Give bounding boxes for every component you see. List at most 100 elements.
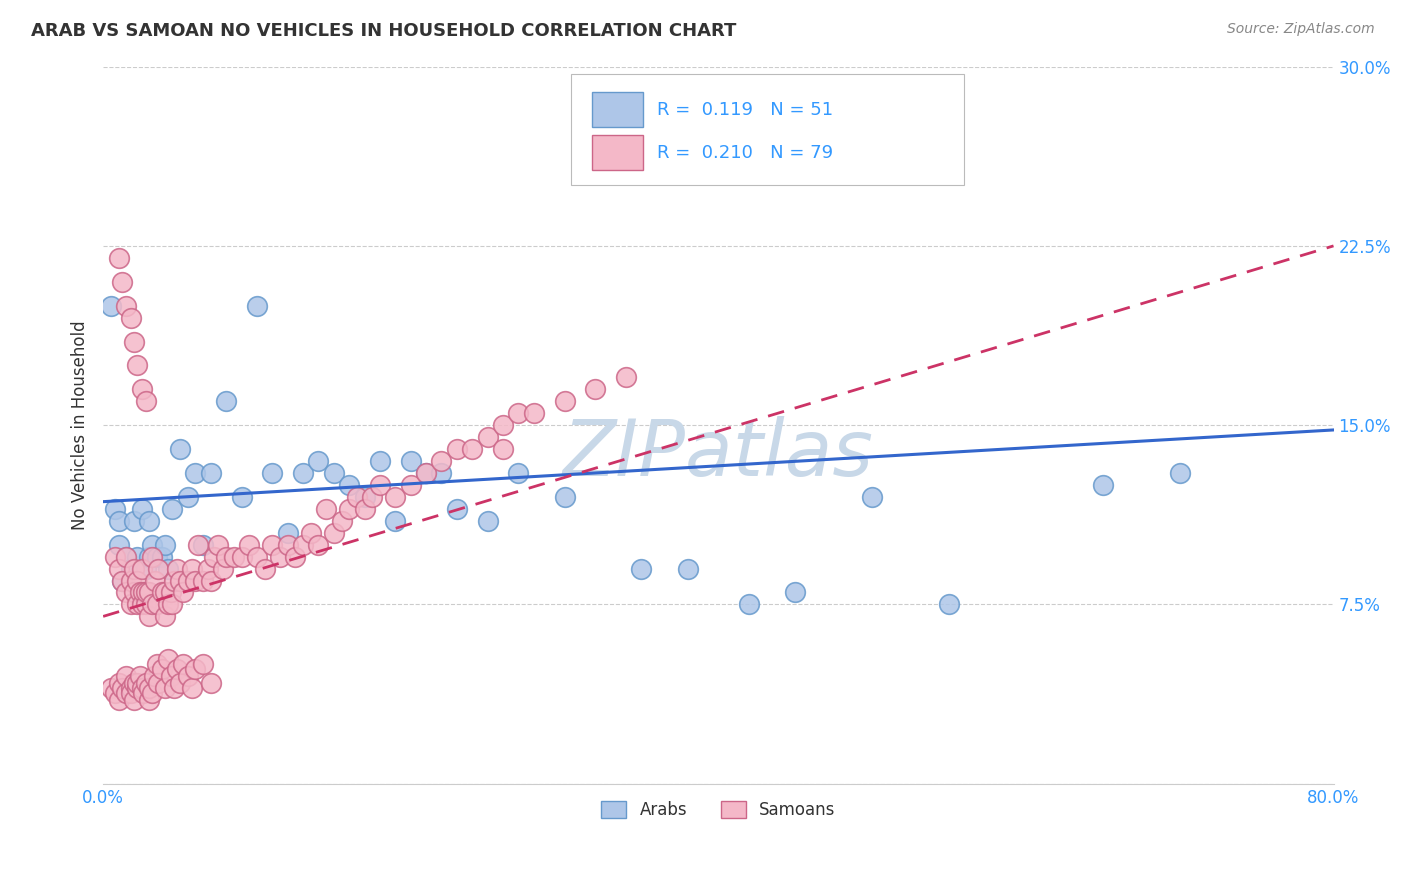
Point bbox=[200, 574, 222, 588]
Point bbox=[1168, 466, 1191, 480]
Point bbox=[110, 275, 132, 289]
Point bbox=[120, 574, 142, 588]
Point bbox=[284, 549, 307, 564]
Point bbox=[131, 501, 153, 516]
Bar bbox=[592, 93, 644, 127]
Point bbox=[938, 598, 960, 612]
Point bbox=[492, 418, 515, 433]
Point bbox=[337, 501, 360, 516]
Point bbox=[322, 466, 344, 480]
Point bbox=[110, 574, 132, 588]
Point bbox=[307, 538, 329, 552]
Point bbox=[184, 466, 207, 480]
Point bbox=[120, 686, 142, 700]
Point bbox=[860, 490, 883, 504]
Point bbox=[346, 490, 368, 504]
Point bbox=[100, 681, 122, 695]
Point bbox=[159, 585, 181, 599]
Point bbox=[156, 652, 179, 666]
Point bbox=[115, 686, 138, 700]
Point bbox=[277, 538, 299, 552]
Point bbox=[177, 574, 200, 588]
Point bbox=[169, 676, 191, 690]
Point bbox=[122, 561, 145, 575]
Point bbox=[150, 549, 173, 564]
Point bbox=[141, 538, 163, 552]
Point bbox=[202, 549, 225, 564]
Point bbox=[120, 598, 142, 612]
Point bbox=[131, 561, 153, 575]
Point bbox=[446, 501, 468, 516]
Point bbox=[299, 525, 322, 540]
Point bbox=[150, 585, 173, 599]
Point bbox=[107, 561, 129, 575]
Point bbox=[107, 251, 129, 265]
Point bbox=[231, 490, 253, 504]
Point bbox=[399, 454, 422, 468]
Point bbox=[262, 466, 284, 480]
FancyBboxPatch shape bbox=[571, 74, 965, 185]
Point bbox=[142, 669, 165, 683]
Point bbox=[415, 466, 437, 480]
Point bbox=[162, 598, 184, 612]
Point bbox=[153, 609, 176, 624]
Point bbox=[125, 574, 148, 588]
Point bbox=[477, 430, 499, 444]
Point bbox=[292, 466, 315, 480]
Point bbox=[307, 454, 329, 468]
Point bbox=[115, 549, 138, 564]
Legend: Arabs, Samoans: Arabs, Samoans bbox=[595, 794, 842, 826]
Point bbox=[141, 549, 163, 564]
Point bbox=[162, 501, 184, 516]
Point bbox=[215, 549, 238, 564]
Point bbox=[166, 561, 188, 575]
Point bbox=[104, 501, 127, 516]
Point bbox=[135, 394, 157, 409]
Point bbox=[177, 490, 200, 504]
Text: Source: ZipAtlas.com: Source: ZipAtlas.com bbox=[1227, 22, 1375, 37]
Point bbox=[146, 549, 169, 564]
Text: R =  0.210   N = 79: R = 0.210 N = 79 bbox=[657, 144, 832, 161]
Point bbox=[120, 561, 142, 575]
Point bbox=[554, 490, 576, 504]
Point bbox=[138, 585, 160, 599]
Point bbox=[129, 669, 152, 683]
Point bbox=[107, 693, 129, 707]
Point bbox=[172, 585, 194, 599]
Point bbox=[115, 669, 138, 683]
Point bbox=[207, 538, 229, 552]
Point bbox=[191, 538, 214, 552]
Point bbox=[191, 574, 214, 588]
Point bbox=[115, 549, 138, 564]
Point bbox=[135, 676, 157, 690]
Point bbox=[172, 657, 194, 672]
Point bbox=[120, 310, 142, 325]
Point bbox=[477, 514, 499, 528]
Point bbox=[122, 334, 145, 349]
Point bbox=[153, 538, 176, 552]
Point bbox=[430, 466, 453, 480]
Point bbox=[156, 561, 179, 575]
Point bbox=[131, 681, 153, 695]
Point bbox=[150, 662, 173, 676]
Point bbox=[132, 585, 155, 599]
Point bbox=[115, 299, 138, 313]
Point bbox=[583, 382, 606, 396]
Point bbox=[262, 538, 284, 552]
Point bbox=[212, 561, 235, 575]
Point bbox=[461, 442, 484, 456]
Point bbox=[141, 598, 163, 612]
Point bbox=[131, 382, 153, 396]
Point bbox=[131, 598, 153, 612]
Point bbox=[125, 681, 148, 695]
Point bbox=[122, 693, 145, 707]
Point bbox=[135, 598, 157, 612]
Point bbox=[177, 669, 200, 683]
Point bbox=[508, 466, 530, 480]
Point bbox=[253, 561, 276, 575]
Point bbox=[129, 585, 152, 599]
Point bbox=[148, 561, 170, 575]
Point bbox=[508, 406, 530, 420]
Point bbox=[353, 490, 375, 504]
Point bbox=[353, 501, 375, 516]
